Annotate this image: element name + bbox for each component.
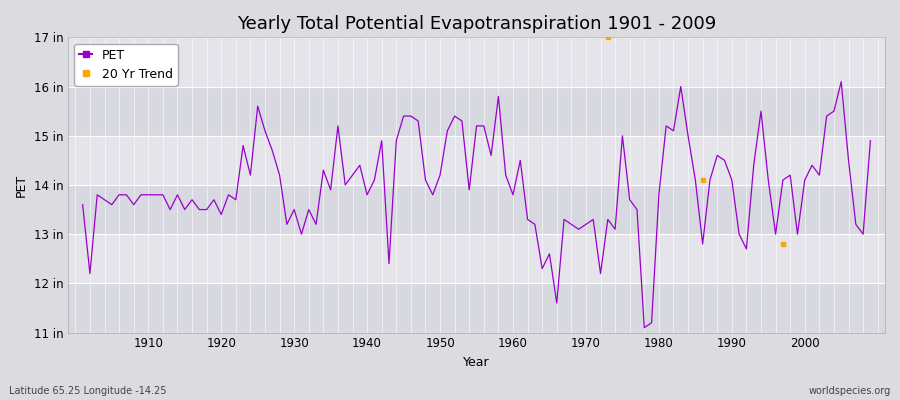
PET <box>77 202 88 207</box>
Bar <box>68 136 885 185</box>
Bar <box>68 37 885 86</box>
Bar <box>68 283 885 332</box>
PET <box>639 325 650 330</box>
PET <box>865 138 876 143</box>
Legend: PET, 20 Yr Trend: PET, 20 Yr Trend <box>75 44 178 86</box>
PET <box>296 232 307 236</box>
PET <box>595 271 606 276</box>
Text: worldspecies.org: worldspecies.org <box>809 386 891 396</box>
Title: Yearly Total Potential Evapotranspiration 1901 - 2009: Yearly Total Potential Evapotranspiratio… <box>237 15 716 33</box>
Bar <box>68 234 885 283</box>
Y-axis label: PET: PET <box>15 173 28 196</box>
X-axis label: Year: Year <box>464 356 490 369</box>
Text: Latitude 65.25 Longitude -14.25: Latitude 65.25 Longitude -14.25 <box>9 386 166 396</box>
PET <box>136 192 147 197</box>
PET <box>340 182 351 187</box>
PET <box>500 173 511 178</box>
Line: PET: PET <box>83 82 870 328</box>
PET <box>836 79 847 84</box>
Bar <box>68 86 885 136</box>
Bar <box>68 185 885 234</box>
PET <box>508 192 518 197</box>
